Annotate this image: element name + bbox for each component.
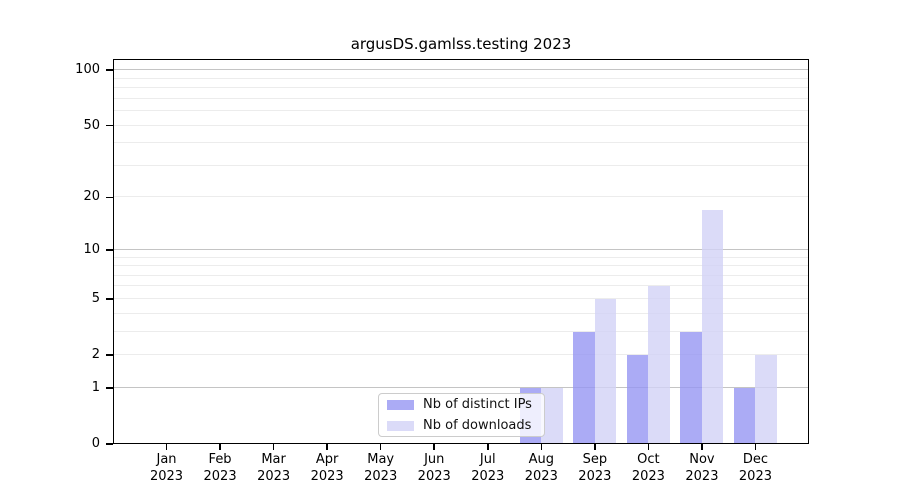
gridline-minor-9 xyxy=(113,256,809,258)
x-tick-mark-nov-2023 xyxy=(701,444,703,450)
x-tick-label-sep-2023: Sep 2023 xyxy=(578,452,612,484)
x-tick-mark-may-2023 xyxy=(379,444,382,450)
x-tick-label-oct-2023: Oct 2023 xyxy=(631,452,665,484)
y-tick-mark-10 xyxy=(106,249,113,251)
y-tick-mark-1 xyxy=(106,387,113,389)
y-tick-label-1: 1 xyxy=(91,379,100,395)
x-tick-mark-dec-2023 xyxy=(754,444,757,450)
x-tick-label-nov-2023: Nov 2023 xyxy=(685,452,719,484)
bar-nb-of-downloads-aug-2023 xyxy=(541,387,563,444)
gridline-minor-60 xyxy=(113,110,809,112)
bar-nb-of-distinct-ips-dec-2023 xyxy=(733,387,756,444)
bar-nb-of-distinct-ips-nov-2023 xyxy=(680,331,702,444)
bar-nb-of-distinct-ips-oct-2023 xyxy=(626,355,649,444)
x-tick-mark-mar-2023 xyxy=(272,444,275,450)
legend-item-distinct-ips: Nb of distinct IPs xyxy=(387,397,536,413)
x-tick-mark-sep-2023 xyxy=(594,444,596,450)
legend-label-downloads: Nb of downloads xyxy=(423,417,532,433)
gridline-minor-40 xyxy=(113,142,809,144)
gridline-minor-70 xyxy=(113,97,809,99)
legend: Nb of distinct IPs Nb of downloads xyxy=(378,393,545,437)
gridline-minor-8 xyxy=(113,265,809,267)
gridline-minor-5 xyxy=(113,297,809,299)
gridline-minor-6 xyxy=(113,285,809,287)
x-tick-label-feb-2023: Feb 2023 xyxy=(203,452,237,484)
x-tick-label-apr-2023: Apr 2023 xyxy=(310,452,344,484)
gridline-minor-30 xyxy=(113,164,809,166)
x-tick-mark-jan-2023 xyxy=(165,444,168,450)
gridline-minor-90 xyxy=(113,77,809,79)
y-tick-mark-2 xyxy=(106,354,113,356)
bar-nb-of-distinct-ips-sep-2023 xyxy=(573,331,595,444)
y-tick-mark-20 xyxy=(106,196,113,199)
gridline-major-100 xyxy=(113,69,809,71)
y-tick-mark-0 xyxy=(106,443,113,445)
x-tick-label-jan-2023: Jan 2023 xyxy=(149,452,184,484)
x-tick-mark-feb-2023 xyxy=(219,444,221,450)
legend-swatch-distinct-ips-icon xyxy=(387,399,414,410)
x-tick-mark-apr-2023 xyxy=(326,444,328,450)
gridline-minor-20 xyxy=(113,196,809,198)
gridline-minor-80 xyxy=(113,87,809,89)
y-tick-label-50: 50 xyxy=(83,117,100,133)
gridline-major-10 xyxy=(113,248,809,250)
y-tick-label-5: 5 xyxy=(91,290,100,306)
plot-area xyxy=(113,59,809,444)
bar-nb-of-downloads-dec-2023 xyxy=(755,355,777,444)
chart-title: argusDS.gamlss.testing 2023 xyxy=(350,35,572,53)
y-tick-label-10: 10 xyxy=(83,241,100,257)
gridline-major-1 xyxy=(113,386,809,388)
x-tick-label-aug-2023: Aug 2023 xyxy=(524,452,558,484)
legend-label-distinct-ips: Nb of distinct IPs xyxy=(423,396,532,412)
x-tick-mark-aug-2023 xyxy=(540,444,543,450)
gridline-minor-2 xyxy=(113,354,809,356)
gridline-minor-3 xyxy=(113,330,809,332)
x-tick-label-may-2023: May 2023 xyxy=(364,452,398,484)
y-tick-mark-50 xyxy=(106,124,113,127)
y-tick-mark-100 xyxy=(106,69,113,71)
gridline-minor-4 xyxy=(113,312,809,314)
y-tick-label-2: 2 xyxy=(91,347,100,362)
y-tick-mark-5 xyxy=(106,298,113,300)
x-tick-label-dec-2023: Dec 2023 xyxy=(738,452,772,484)
bar-nb-of-downloads-oct-2023 xyxy=(648,286,670,444)
x-tick-label-jun-2023: Jun 2023 xyxy=(417,452,451,484)
gridline-minor-50 xyxy=(113,124,809,126)
legend-item-downloads: Nb of downloads xyxy=(387,418,536,434)
y-tick-label-0: 0 xyxy=(91,436,100,451)
x-tick-mark-jun-2023 xyxy=(433,444,435,450)
y-tick-label-100: 100 xyxy=(75,62,100,78)
x-tick-mark-jul-2023 xyxy=(487,444,489,450)
x-tick-mark-oct-2023 xyxy=(647,444,650,450)
x-tick-label-jul-2023: Jul 2023 xyxy=(471,452,505,484)
bar-nb-of-downloads-sep-2023 xyxy=(594,298,617,444)
legend-swatch-downloads-icon xyxy=(387,420,414,431)
gridline-minor-7 xyxy=(113,274,809,276)
bar-nb-of-downloads-nov-2023 xyxy=(701,209,724,444)
x-tick-label-mar-2023: Mar 2023 xyxy=(257,452,291,484)
y-tick-label-20: 20 xyxy=(83,189,100,205)
